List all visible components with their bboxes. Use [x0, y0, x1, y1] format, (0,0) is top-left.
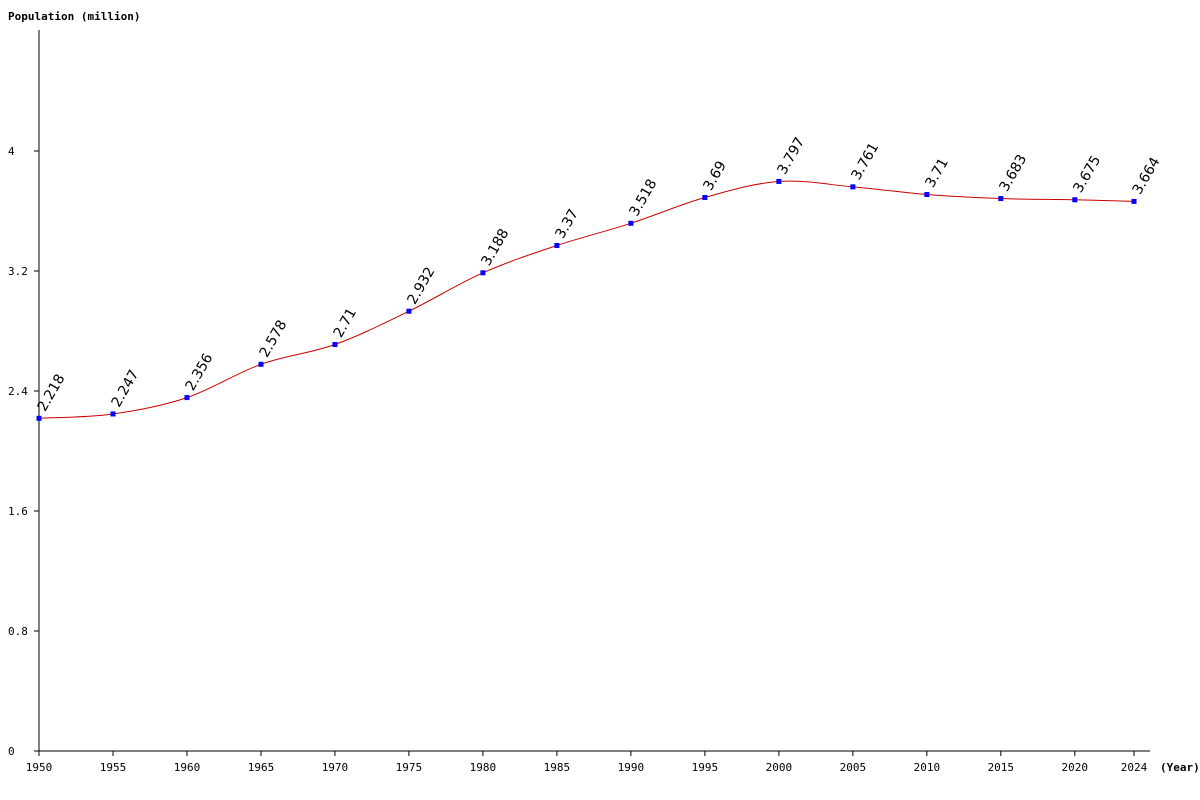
- x-axis-title: (Year): [1160, 761, 1200, 774]
- y-ticks: 0 0.8 1.6 2.4 3.2 4: [8, 145, 39, 758]
- data-point: [850, 184, 856, 190]
- x-tick-label: 2024: [1121, 761, 1148, 774]
- data-label: 2.578: [257, 318, 291, 361]
- data-point: [480, 270, 486, 276]
- series-line: [38, 180, 1135, 419]
- x-tick-label: 1990: [618, 761, 645, 774]
- data-label: 2.218: [35, 372, 69, 415]
- x-tick-label: 1950: [26, 761, 53, 774]
- data-label: 3.675: [1070, 153, 1104, 196]
- y-tick-label: 4: [8, 145, 15, 158]
- data-point: [36, 415, 42, 421]
- data-label: 3.761: [848, 140, 882, 183]
- x-tick-label: 1980: [470, 761, 497, 774]
- x-tick-label: 1975: [396, 761, 423, 774]
- y-axis-title: Population (million): [8, 10, 140, 23]
- x-ticks: 1950 1955 1960 1965 1970 1975 1980 1985 1990 1995…: [26, 751, 1148, 774]
- x-tick-label: 1965: [248, 761, 275, 774]
- data-point: [776, 178, 782, 184]
- data-point: [258, 361, 264, 367]
- data-label: 2.247: [109, 367, 143, 410]
- data-point: [924, 192, 930, 197]
- data-point: [406, 308, 412, 314]
- x-tick-label: 1970: [322, 761, 349, 774]
- y-tick-label: 0.8: [8, 625, 28, 638]
- data-label: 3.664: [1130, 155, 1164, 198]
- data-point: [1131, 198, 1137, 204]
- data-label: 3.37: [553, 207, 582, 242]
- x-tick-label: 1995: [692, 761, 719, 774]
- x-tick-label: 2000: [766, 761, 793, 774]
- x-tick-label: 2015: [988, 761, 1015, 774]
- y-tick-label: 1.6: [8, 505, 28, 518]
- data-label: 2.71: [331, 306, 360, 341]
- x-tick-label: 2005: [840, 761, 867, 774]
- y-tick-label: 0: [8, 745, 15, 758]
- data-point: [1072, 197, 1078, 203]
- data-point: [332, 342, 338, 347]
- x-tick-label: 1955: [100, 761, 127, 774]
- data-point: [184, 395, 190, 401]
- data-label: 3.797: [774, 135, 808, 178]
- x-tick-label: 1985: [544, 761, 571, 774]
- data-point: [702, 195, 708, 200]
- data-label: 2.932: [405, 264, 439, 307]
- x-tick-label: 1960: [174, 761, 201, 774]
- y-tick-label: 2.4: [8, 385, 28, 398]
- data-label: 3.71: [922, 156, 951, 191]
- y-tick-label: 3.2: [8, 265, 28, 278]
- data-label: 3.518: [626, 177, 660, 220]
- x-tick-label: 2020: [1062, 761, 1089, 774]
- data-point: [110, 411, 116, 417]
- x-tick-label: 2010: [914, 761, 941, 774]
- data-label: 3.683: [996, 152, 1030, 195]
- data-point: [998, 196, 1004, 202]
- data-label: 3.69: [700, 159, 729, 194]
- data-point: [554, 243, 560, 248]
- data-point: [628, 220, 634, 226]
- data-markers: [36, 178, 1137, 421]
